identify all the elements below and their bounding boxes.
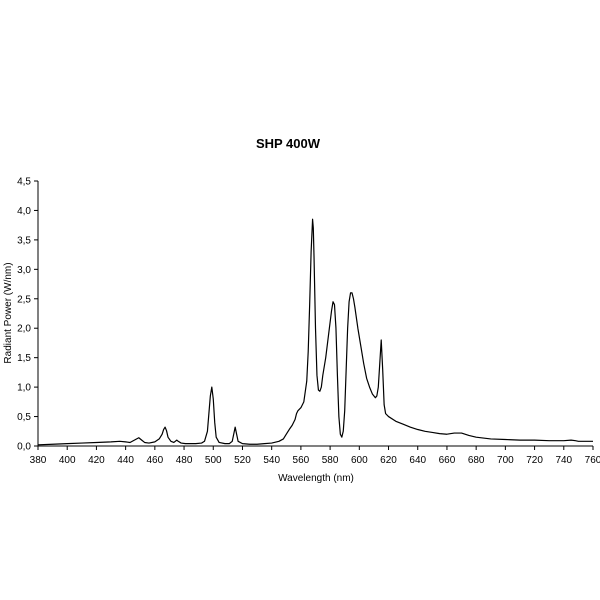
x-tick-label: 520 (234, 455, 251, 466)
series-line-spectrum (37, 218, 593, 446)
y-tick-label: 4,0 (17, 206, 31, 217)
x-tick-label: 460 (146, 455, 163, 466)
y-tick-label: 1,0 (17, 383, 31, 394)
x-tick-label: 560 (293, 455, 310, 466)
x-tick-label: 680 (468, 455, 485, 466)
x-tick-label: 700 (497, 455, 514, 466)
x-tick-label: 540 (263, 455, 280, 466)
y-axis-ticks: 0,0 0,5 1,0 1,5 2,0 2,5 3,0 3,5 4,0 4,5 (17, 177, 38, 453)
x-tick-label: 420 (88, 455, 105, 466)
y-tick-label: 4,5 (17, 177, 31, 188)
y-tick-label: 3,5 (17, 235, 31, 246)
x-tick-label: 740 (555, 455, 572, 466)
x-tick-label: 620 (380, 455, 397, 466)
x-tick-label: 440 (117, 455, 134, 466)
x-tick-label: 660 (439, 455, 456, 466)
y-tick-label: 0,0 (17, 442, 31, 453)
x-tick-label: 600 (351, 455, 368, 466)
x-tick-label: 400 (59, 455, 76, 466)
x-tick-label: 580 (322, 455, 339, 466)
x-tick-label: 480 (176, 455, 193, 466)
x-tick-label: 720 (526, 455, 543, 466)
y-tick-label: 1,5 (17, 353, 31, 364)
y-tick-label: 3,0 (17, 265, 31, 276)
x-axis-ticks: 380 400 420 440 460 480 500 520 540 560 580 600 620 6… (30, 446, 600, 466)
y-tick-label: 2,5 (17, 294, 31, 305)
x-tick-label: 760 (585, 455, 600, 466)
x-axis-title: Wavelength (nm) (278, 473, 354, 484)
chart-title: SHP 400W (256, 136, 321, 151)
x-tick-label: 500 (205, 455, 222, 466)
y-tick-label: 2,0 (17, 324, 31, 335)
y-axis-title: Radiant Power (W/nm) (3, 262, 14, 363)
y-tick-label: 0,5 (17, 412, 31, 423)
x-tick-label: 380 (30, 455, 47, 466)
x-tick-label: 640 (409, 455, 426, 466)
